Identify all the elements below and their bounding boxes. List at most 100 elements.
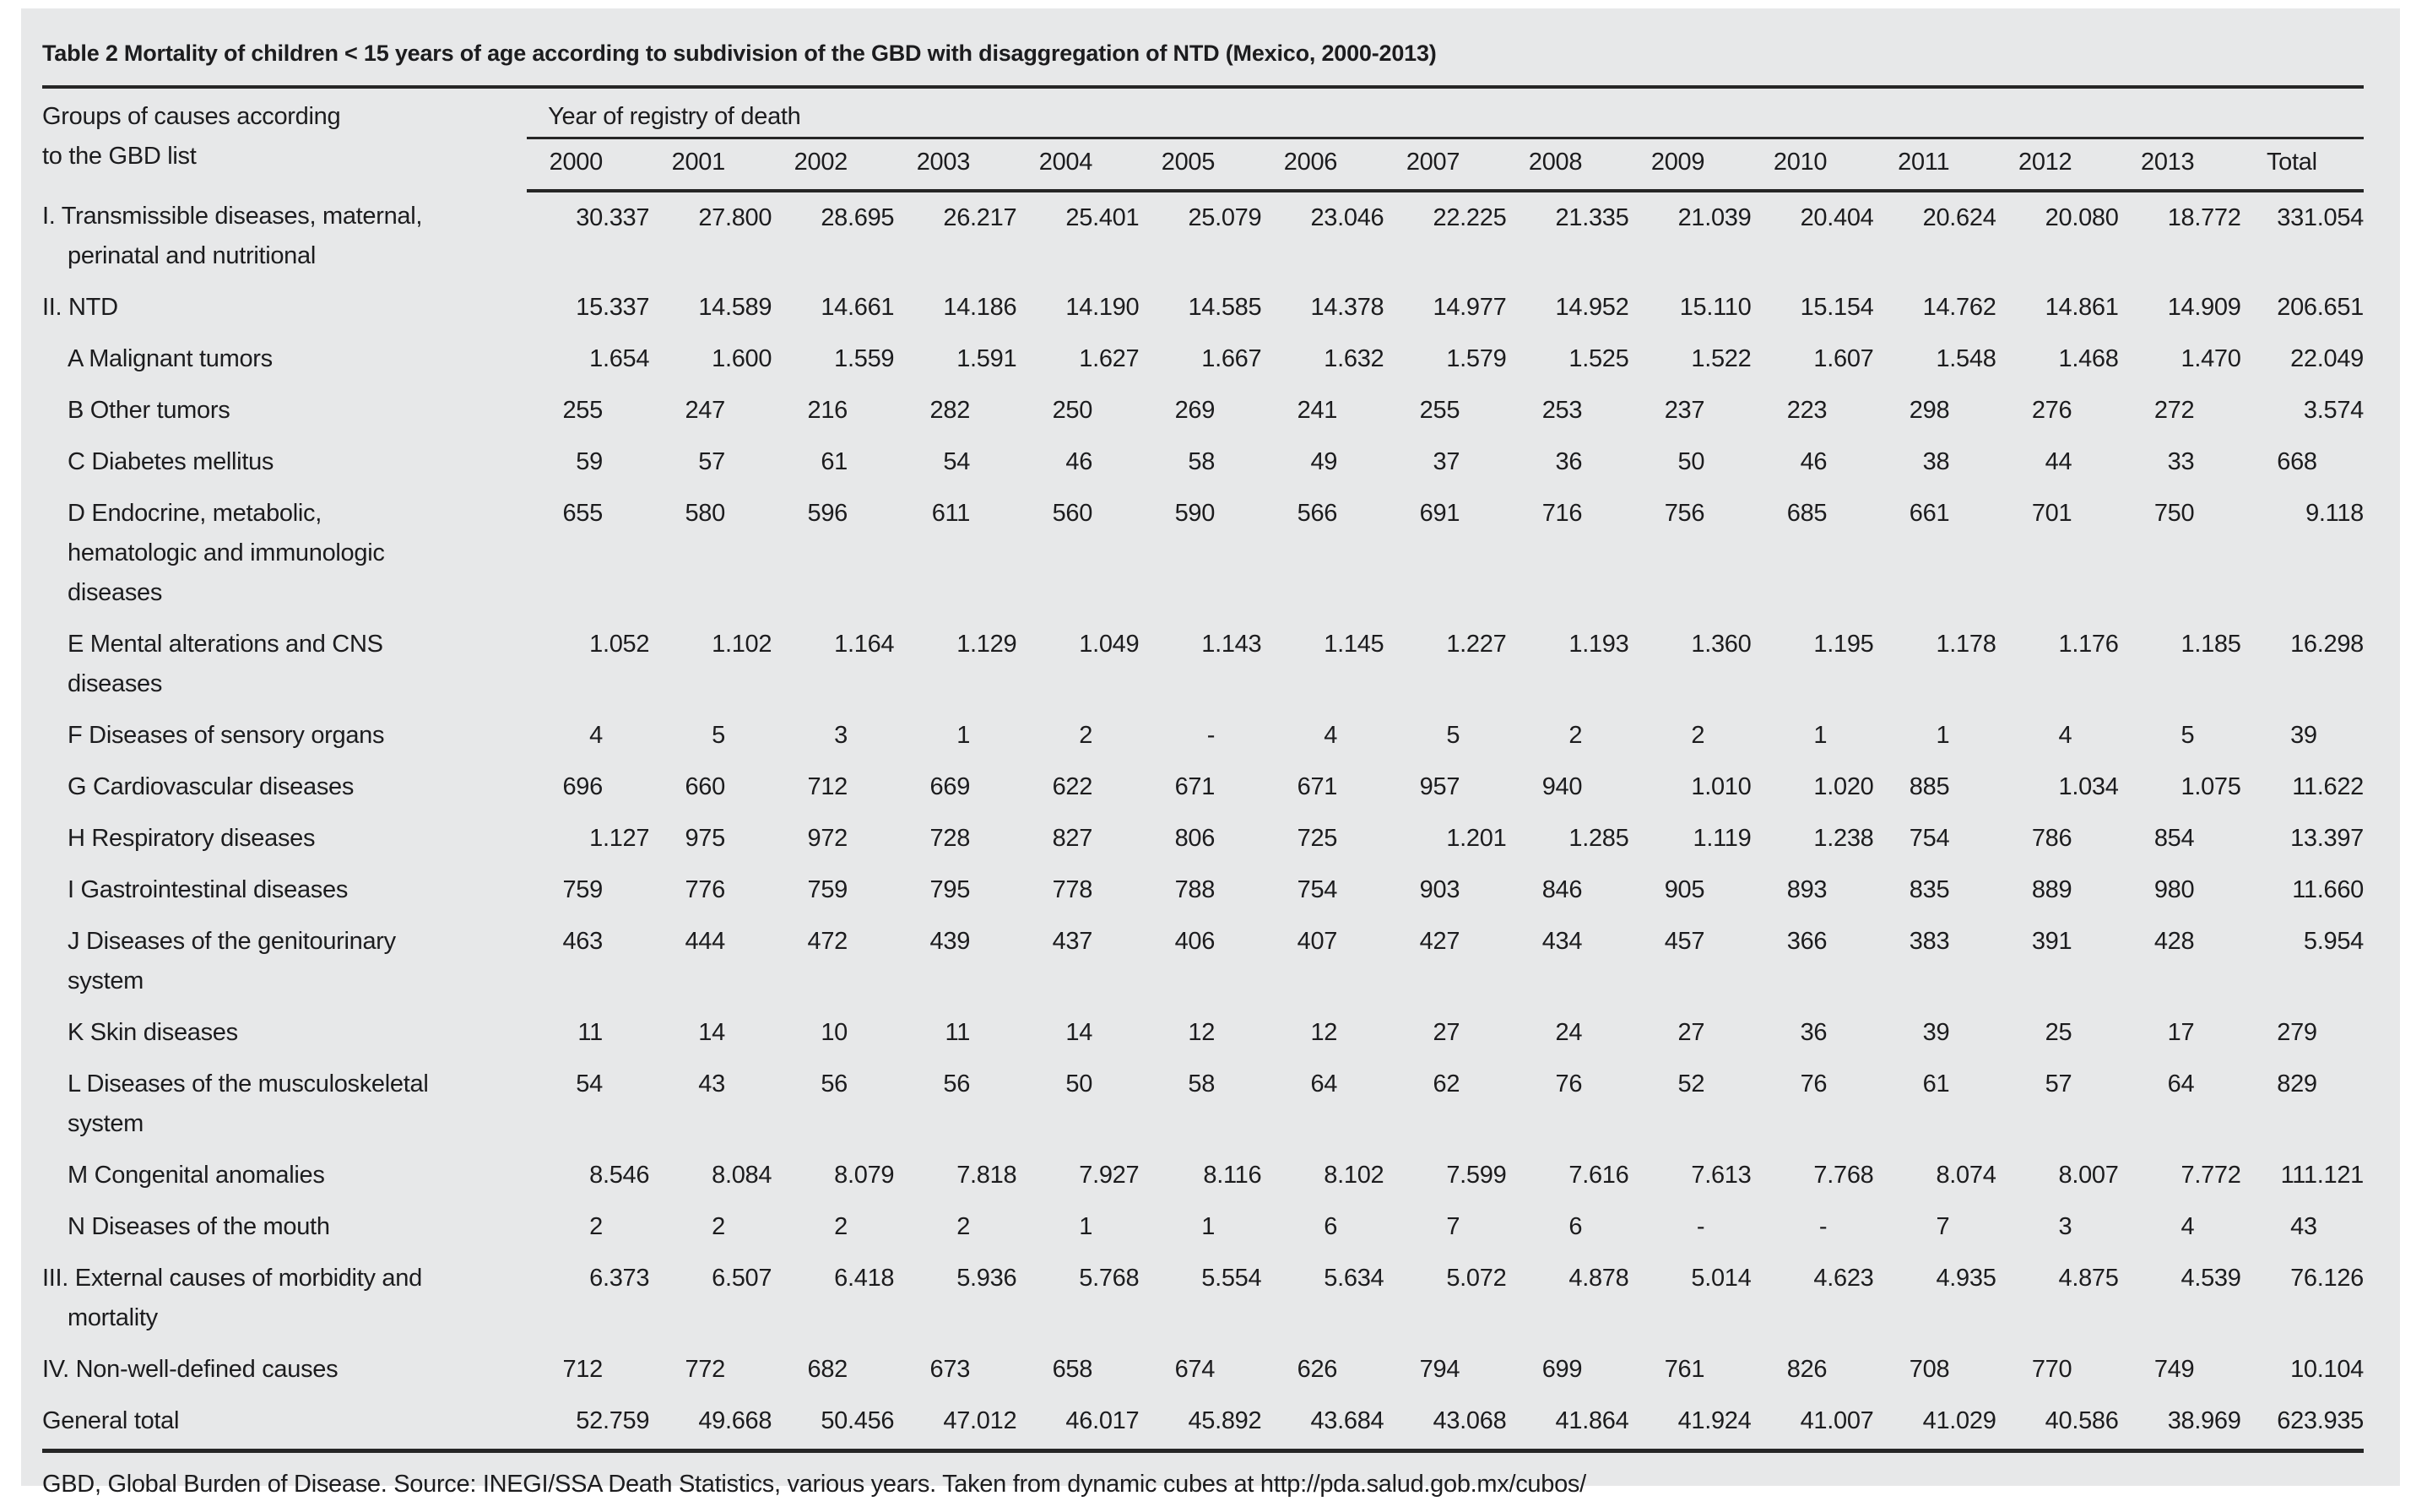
table-panel: Table 2 Mortality of children < 15 years… xyxy=(21,8,2400,1498)
value-cell: 788.000 xyxy=(1174,876,1216,903)
value-cell: 1.052 xyxy=(589,631,650,658)
table-title: Table 2 Mortality of children < 15 years… xyxy=(42,41,1437,66)
value-cell: 8.079 xyxy=(834,1162,895,1189)
value-cell: 2.000 xyxy=(1568,722,1583,749)
value-cell: 750.000 xyxy=(2153,500,2195,527)
value-cell: 43.684 xyxy=(1310,1407,1384,1434)
row-label: L Diseases of the musculoskeletal system xyxy=(68,1070,429,1137)
value-cell: 14.000 xyxy=(698,1019,725,1046)
value-cell: 27.000 xyxy=(1677,1019,1705,1046)
value-cell: 14.952 xyxy=(1555,294,1629,321)
value-cell: 437.000 xyxy=(1052,928,1093,955)
value-cell: 4.875 xyxy=(2058,1265,2119,1292)
value-cell: 2.000 xyxy=(1691,722,1705,749)
value-cell: 428.000 xyxy=(2153,928,2195,955)
value-cell: 13.397 xyxy=(2290,825,2364,852)
footnote-rule: GBD, Global Burden of Disease. Source: I… xyxy=(42,1449,2364,1504)
value-cell: 1.075 xyxy=(2181,773,2241,800)
value-cell: 20.624 xyxy=(1922,204,1996,231)
value-cell: -.000 xyxy=(1696,1213,1705,1240)
value-cell: 835.000 xyxy=(1909,876,1950,903)
year-group-header: Year of registry of death xyxy=(527,89,2364,139)
value-cell: 5.768 xyxy=(1079,1265,1140,1292)
value-cell: 463.000 xyxy=(562,928,603,955)
value-cell: 444.000 xyxy=(685,928,725,955)
value-cell: 1.000 xyxy=(1201,1213,1216,1240)
value-cell: 61.000 xyxy=(821,448,848,475)
value-cell: 7.768 xyxy=(1813,1162,1874,1189)
value-cell: 57.000 xyxy=(698,448,725,475)
value-cell: 41.007 xyxy=(1800,1407,1874,1434)
value-cell: 725.000 xyxy=(1297,825,1338,852)
value-cell: 253.000 xyxy=(1541,397,1583,424)
value-cell: 58.000 xyxy=(1188,1070,1216,1097)
value-cell: 655.000 xyxy=(562,500,603,527)
value-cell: 255.000 xyxy=(562,397,603,424)
value-cell: 46.017 xyxy=(1065,1407,1140,1434)
value-cell: 25.079 xyxy=(1188,204,1262,231)
value-cell: 276.000 xyxy=(2031,397,2072,424)
year-column-header: 2004.000 xyxy=(1016,138,1140,192)
table-row: III. External causes of morbidity and mor… xyxy=(42,1253,2364,1344)
value-cell: 759.000 xyxy=(807,876,848,903)
year-column-header: 2010.000 xyxy=(1751,138,1874,192)
table-header: Groups of causes according to the GBD li… xyxy=(42,89,2364,192)
value-cell: 671.000 xyxy=(1297,773,1338,800)
table-row: I. Transmissible diseases, maternal, peri… xyxy=(42,191,2364,282)
value-cell: 43.068 xyxy=(1433,1407,1507,1434)
value-cell: 957.000 xyxy=(1419,773,1460,800)
value-cell: 2.000 xyxy=(1079,722,1093,749)
value-cell: 5.000 xyxy=(712,722,725,749)
value-cell: 776.000 xyxy=(685,876,725,903)
value-cell: 46.000 xyxy=(1065,448,1093,475)
value-cell: 708.000 xyxy=(1909,1356,1950,1383)
table-row: L Diseases of the musculoskeletal system 5… xyxy=(42,1059,2364,1150)
value-cell: 658.000 xyxy=(1052,1356,1093,1383)
value-cell: 940.000 xyxy=(1541,773,1583,800)
value-cell: 37.000 xyxy=(1433,448,1460,475)
value-cell: 49.668 xyxy=(698,1407,772,1434)
value-cell: 611.000 xyxy=(931,500,971,527)
value-cell: 472.000 xyxy=(807,928,848,955)
value-cell: 21.039 xyxy=(1677,204,1752,231)
value-cell: 1.034 xyxy=(2058,773,2119,800)
value-cell: 669.000 xyxy=(929,773,971,800)
table-body: I. Transmissible diseases, maternal, peri… xyxy=(42,191,2364,1447)
value-cell: 54.000 xyxy=(576,1070,603,1097)
value-cell: 12.000 xyxy=(1188,1019,1216,1046)
value-cell: 770.000 xyxy=(2031,1356,2072,1383)
value-cell: 5.554 xyxy=(1201,1265,1262,1292)
row-group-header-line1: Groups of causes according xyxy=(42,103,341,130)
value-cell: 3.574 xyxy=(2303,397,2364,424)
value-cell: 24.000 xyxy=(1555,1019,1583,1046)
value-cell: 58.000 xyxy=(1188,448,1216,475)
row-label: D Endocrine, metabolic, hematologic and i… xyxy=(68,500,385,606)
value-cell: 1.579 xyxy=(1446,345,1507,372)
value-cell: 7.613 xyxy=(1691,1162,1752,1189)
year-column-header: 2006.000 xyxy=(1261,138,1384,192)
value-cell: 596.000 xyxy=(807,500,848,527)
value-cell: 52.759 xyxy=(576,1407,650,1434)
value-cell: 39.000 xyxy=(2290,722,2317,749)
value-cell: 2.000 xyxy=(834,1213,848,1240)
value-cell: 903.000 xyxy=(1419,876,1460,903)
value-cell: 893.000 xyxy=(1786,876,1828,903)
value-cell: 1.178 xyxy=(1936,631,1996,658)
value-cell: 47.012 xyxy=(943,1407,1017,1434)
value-cell: 668.000 xyxy=(2277,448,2317,475)
value-cell: 439.000 xyxy=(929,928,971,955)
value-cell: 4.000 xyxy=(2058,722,2072,749)
value-cell: 298.000 xyxy=(1909,397,1950,424)
value-cell: 660.000 xyxy=(685,773,725,800)
value-cell: 6.507 xyxy=(712,1265,772,1292)
value-cell: 18.772 xyxy=(2167,204,2241,231)
value-cell: 38.000 xyxy=(1922,448,1950,475)
value-cell: 7.772 xyxy=(2181,1162,2241,1189)
value-cell: 206.651 xyxy=(2277,294,2364,321)
value-cell: 15.337 xyxy=(576,294,650,321)
value-cell: 7.616 xyxy=(1568,1162,1629,1189)
value-cell: 846.000 xyxy=(1541,876,1583,903)
value-cell: 36.000 xyxy=(1800,1019,1828,1046)
table-row: K Skin diseases 11.000 14.000 10.000 11.000 1… xyxy=(42,1007,2364,1059)
value-cell: 691.000 xyxy=(1419,500,1460,527)
